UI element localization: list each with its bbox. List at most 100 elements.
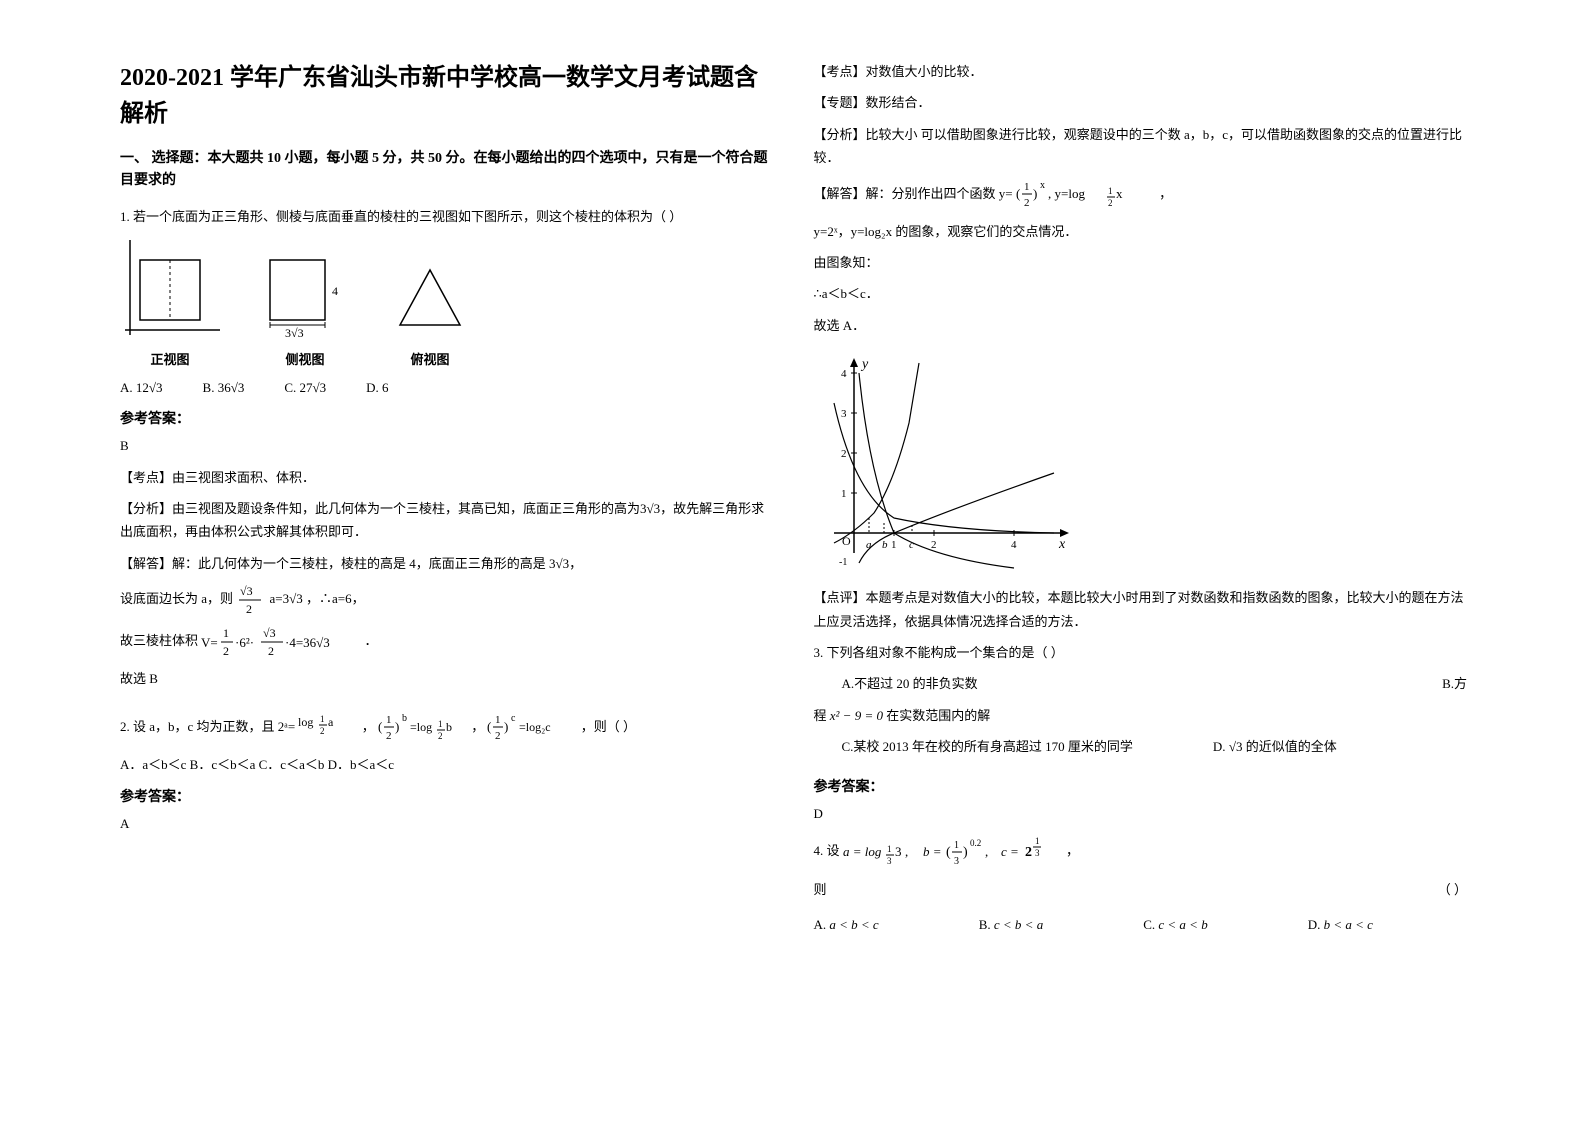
q1-kaodian: 【考点】由三视图求面积、体积． [120, 466, 774, 489]
svg-text:V=: V= [201, 635, 218, 650]
q1-jieda2: 设底面边长为 a，则 √3 2 a=3√3 ，∴a=6， [120, 583, 774, 617]
svg-text:b: b [402, 713, 407, 724]
q2-answer-label: 参考答案： [120, 786, 774, 806]
svg-text:a: a [328, 715, 334, 729]
svg-text:c =: c = [1001, 844, 1019, 859]
svg-text:): ) [395, 719, 399, 734]
svg-text:·6²·: ·6²· [235, 635, 254, 650]
svg-text:·4=36√3: ·4=36√3 [285, 635, 330, 650]
q1-options: A. 12√3 B. 36√3 C. 27√3 D. 6 [120, 380, 774, 396]
q3-eq-icon: x² − 9 = 0 [830, 708, 886, 723]
svg-text:2: 2 [931, 539, 937, 551]
chart-b-label: b [882, 539, 888, 551]
q2-jieda-line3: 由图象知： [814, 251, 1468, 274]
svg-text:2: 2 [495, 730, 501, 742]
svg-text:1: 1 [1108, 186, 1113, 196]
svg-text:,: , [985, 844, 988, 859]
q2-sep1: ， [362, 719, 375, 734]
q2-jieda-pre: 【解答】解：分别作出四个函数 y= [814, 186, 1013, 201]
q1-fenxi: 【分析】由三视图及题设条件知，此几何体为一个三棱柱，其高已知，底面正三角形的高为… [120, 497, 774, 544]
q2-jieda-line4: ∴a＜b＜c． [814, 282, 1468, 305]
right-column: 【考点】对数值大小的比较． 【专题】数形结合． 【分析】比较大小 可以借助图象进… [794, 60, 1488, 1082]
q2-options: A．a＜b＜c B．c＜b＜a C．c＜a＜b D．b＜a＜c [120, 753, 774, 776]
left-column: 2020-2021 学年广东省汕头市新中学校高一数学文月考试题含解析 一、 选择… [100, 60, 794, 1082]
q2-kaodian: 【考点】对数值大小的比较． [814, 60, 1468, 83]
q2-jieda-line2: y=2ˣ，y=log₂x 的图象，观察它们的交点情况． [814, 220, 1468, 243]
q2-jieda-comma: ， [1159, 186, 1172, 201]
svg-text:1: 1 [887, 844, 892, 854]
q4-opt-b: B. c < b < a [979, 917, 1044, 933]
q1-jieda2-mid: a=3√3 [270, 591, 303, 606]
svg-text:c: c [511, 713, 516, 724]
svg-text:1: 1 [1024, 181, 1030, 193]
q2-fenxi: 【分析】比较大小 可以借助图象进行比较，观察题设中的三个数 a，b，c，可以借助… [814, 123, 1468, 170]
q4-text-post: ， [1066, 843, 1079, 858]
side-height-label: 4 [332, 284, 338, 298]
q1-opt-d: D. 6 [366, 380, 388, 396]
q4-opt-a: A. a < b < c [814, 917, 879, 933]
svg-text:3: 3 [954, 856, 959, 867]
top-view-svg [390, 260, 470, 340]
svg-text:1: 1 [495, 714, 501, 726]
q1-opt-b: B. 36√3 [203, 380, 245, 396]
svg-text:√3: √3 [240, 584, 253, 598]
q4-paren: （ ） [1438, 878, 1467, 901]
svg-text:2: 2 [1024, 197, 1030, 209]
svg-text:√3: √3 [263, 626, 276, 640]
sqrt3-icon: √3 [1229, 739, 1246, 754]
svg-text:, y=log: , y=log [1048, 186, 1085, 201]
svg-text:0.2: 0.2 [970, 838, 981, 848]
svg-text:1: 1 [954, 840, 959, 851]
four-fn-expr-icon: ( 1 2 ) x , y=log 1 2 x [1016, 178, 1156, 212]
top-view-group: 俯视图 [390, 260, 470, 368]
svg-text:x: x [1040, 180, 1045, 191]
svg-text:): ) [1033, 186, 1037, 201]
chart-y-label: y [860, 357, 869, 372]
q3-opt-b2: 程 x² − 9 = 0 在实数范围内的解 [814, 704, 1468, 727]
log-half-a-icon: log 12 a [298, 712, 358, 744]
svg-text:1: 1 [320, 714, 325, 724]
chart-a-label: a [866, 539, 872, 551]
svg-text:(: ( [1016, 186, 1020, 201]
q4-ze-row: 则 （ ） [814, 878, 1468, 909]
svg-text:2: 2 [1108, 198, 1113, 208]
q2-text-post: ，则（ ） [581, 719, 636, 734]
q3-text: 3. 下列各组对象不能构成一个集合的是（ ） [814, 641, 1468, 664]
svg-text:(: ( [946, 845, 951, 860]
chart-c-label: c [909, 539, 914, 551]
q1-jieda3-pre: 故三棱柱体积 [120, 633, 198, 648]
svg-text:3: 3 [895, 844, 902, 859]
q2-zhuanti: 【专题】数形结合． [814, 91, 1468, 114]
volume-formula-icon: V= 12 ·6²· √32 ·4=36√3 [201, 625, 361, 659]
q1-opt-a: A. 12√3 [120, 380, 163, 396]
half-b-eq-icon: ( 12 ) b =log 12 b [378, 711, 468, 745]
svg-text:2: 2 [320, 726, 325, 736]
q1-opt-c: C. 27√3 [284, 380, 326, 396]
svg-text:3: 3 [841, 408, 847, 420]
svg-text:3: 3 [887, 856, 892, 866]
frac-sqrt3-2-icon: √3 2 [236, 583, 266, 617]
q4-opt-c: C. c < a < b [1143, 917, 1208, 933]
q3-opt-a: A.不超过 20 的非负实数 [842, 672, 978, 695]
q4-text-pre: 4. 设 [814, 843, 840, 858]
svg-text:x: x [1116, 186, 1123, 201]
q1-jieda2-post: ，∴a=6， [306, 591, 365, 606]
q4-expr-icon: a = log 13 3 , b = ( 13 ) 0.2 , c = 2 13 [843, 834, 1063, 870]
q1-jieda4: 故选 B [120, 667, 774, 690]
svg-text:1: 1 [438, 719, 443, 729]
q3-answer: D [814, 802, 1468, 825]
svg-text:2: 2 [1025, 845, 1032, 860]
q2-text: 2. 设 a，b，c 均为正数，且 2ᵃ= log 12 a ， ( 12 ) … [120, 711, 774, 745]
svg-text:2: 2 [246, 602, 252, 616]
q3-optb2-pre: 程 [814, 708, 827, 723]
q1-answer-label: 参考答案： [120, 408, 774, 428]
q1-jieda3: 故三棱柱体积 V= 12 ·6²· √32 ·4=36√3 ． [120, 625, 774, 659]
q2-dianping: 【点评】本题考点是对数值大小的比较，本题比较大小时用到了对数函数和指数函数的图象… [814, 586, 1468, 633]
svg-text:1: 1 [223, 626, 229, 640]
front-view-group: 正视图 [120, 240, 220, 368]
q2-text-pre: 2. 设 a，b，c 均为正数，且 2ᵃ= [120, 719, 295, 734]
q3-row1: A.不超过 20 的非负实数 B.方 [814, 672, 1468, 703]
svg-text:2: 2 [268, 644, 274, 658]
svg-text:(: ( [378, 719, 382, 734]
svg-text:b: b [446, 720, 452, 734]
